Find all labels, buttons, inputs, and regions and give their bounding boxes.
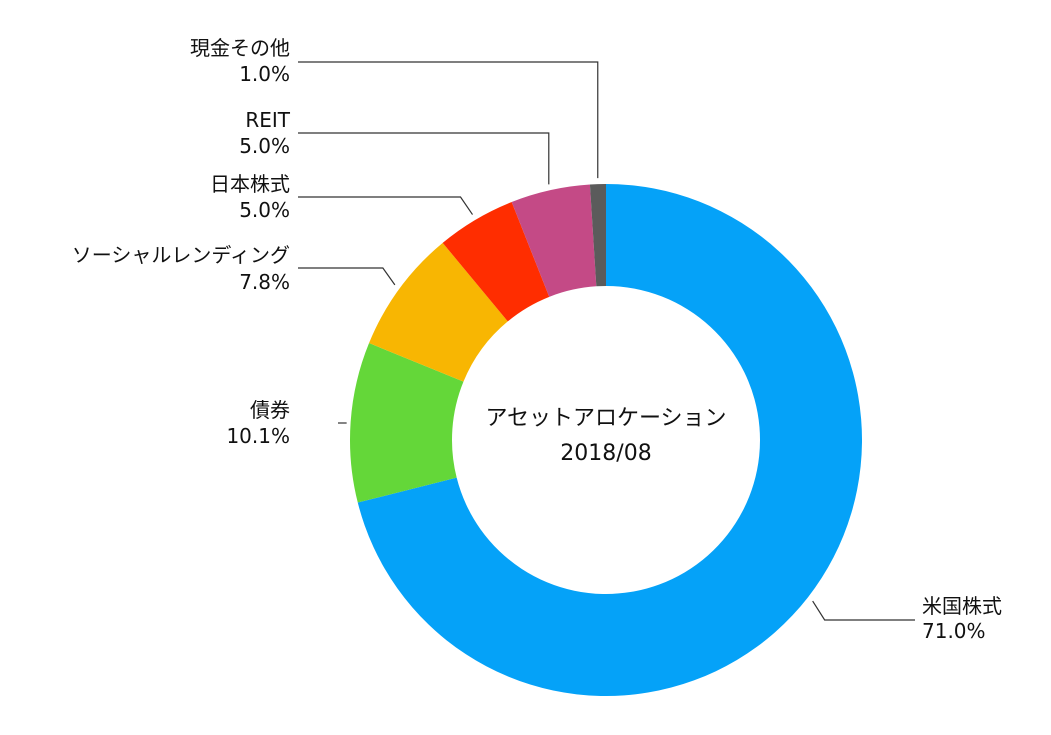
leader-line-5 [298, 61, 599, 179]
donut-slice-2 [369, 242, 508, 382]
leader-lines [298, 61, 915, 621]
slice-label-2: ソーシャルレンディング [72, 243, 290, 267]
donut-slice-4 [511, 184, 597, 297]
donut-slice-0 [357, 184, 862, 696]
slice-labels: 米国株式71.0%債券10.1%ソーシャルレンディング7.8%日本株式5.0%R… [72, 36, 1002, 643]
slice-label-1: 債券 [250, 398, 290, 422]
leader-line-4 [298, 132, 550, 185]
slice-value-0: 71.0% [922, 619, 986, 643]
leader-line-0 [812, 600, 915, 621]
slice-label-3: 日本株式 [210, 172, 290, 196]
slice-label-0: 米国株式 [922, 594, 1002, 618]
donut-slice-1 [350, 343, 464, 503]
donut-slice-3 [442, 202, 550, 322]
donut-slice-5 [589, 184, 606, 287]
chart-subtitle: 2018/08 [560, 441, 651, 466]
slice-value-2: 7.8% [239, 270, 290, 294]
leader-line-2 [298, 267, 396, 286]
donut-slices [350, 184, 862, 696]
leader-line-3 [298, 196, 474, 215]
slice-value-4: 5.0% [239, 134, 290, 158]
slice-value-3: 5.0% [239, 198, 290, 222]
chart-title: アセットアロケーション [485, 406, 726, 431]
slice-label-5: 現金その他 [190, 36, 290, 60]
slice-value-1: 10.1% [226, 424, 290, 448]
slice-label-4: REIT [245, 108, 290, 132]
slice-value-5: 1.0% [239, 62, 290, 86]
